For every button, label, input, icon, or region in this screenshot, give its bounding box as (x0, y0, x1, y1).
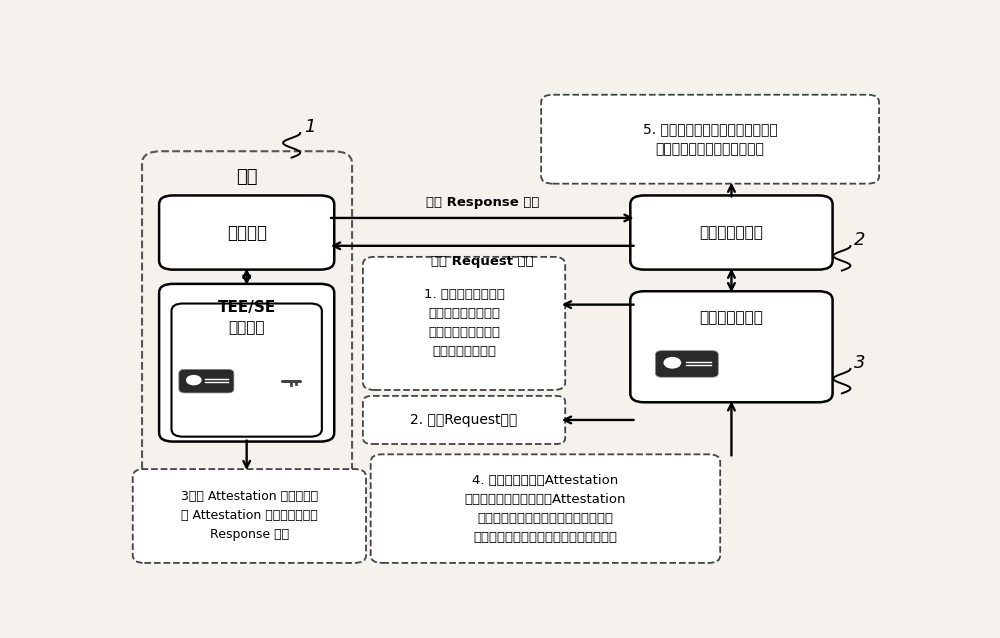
FancyBboxPatch shape (179, 369, 234, 393)
FancyBboxPatch shape (172, 304, 322, 436)
FancyBboxPatch shape (159, 284, 334, 441)
Text: TEE/SE: TEE/SE (218, 300, 276, 315)
Text: 转发 Response 报文: 转发 Response 报文 (426, 196, 539, 209)
FancyBboxPatch shape (363, 257, 565, 390)
Text: 设备验证服务器: 设备验证服务器 (700, 310, 763, 325)
Text: 1: 1 (304, 118, 316, 136)
Text: 转发 Request 报文: 转发 Request 报文 (431, 255, 534, 268)
FancyBboxPatch shape (541, 94, 879, 184)
Text: 移动应用: 移动应用 (227, 223, 267, 242)
Text: 设备: 设备 (236, 168, 258, 186)
Text: 移动应用服务器: 移动应用服务器 (700, 225, 763, 240)
Circle shape (664, 357, 681, 368)
FancyBboxPatch shape (363, 396, 565, 444)
Text: 可信应用: 可信应用 (228, 320, 265, 336)
FancyBboxPatch shape (655, 351, 718, 377)
Text: 3、将 Attestation 证书封装并
用 Attestation 私钥签名，生成
Response 报文: 3、将 Attestation 证书封装并 用 Attestation 私钥签名… (181, 491, 318, 542)
FancyBboxPatch shape (630, 291, 833, 403)
Text: 4. 使用根证书验证Attestation
证书的合法性，继而使用Attestation
证书验证签名的合法性，并其他验证，
将整体的验证结果发送给移动应用服务: 4. 使用根证书验证Attestation 证书的合法性，继而使用Attesta… (465, 473, 626, 544)
Text: 2. 生成Request报文: 2. 生成Request报文 (410, 413, 518, 427)
Text: 3: 3 (854, 354, 866, 372)
FancyBboxPatch shape (371, 454, 720, 563)
FancyBboxPatch shape (142, 151, 352, 496)
Circle shape (187, 376, 201, 385)
FancyBboxPatch shape (159, 195, 334, 270)
Text: 2: 2 (854, 231, 866, 249)
FancyBboxPatch shape (133, 469, 366, 563)
FancyBboxPatch shape (630, 195, 833, 270)
Text: 1. 移动应用发起验证
设备合法性的过程，
通知设备验证服务器
发起设备验证流程: 1. 移动应用发起验证 设备合法性的过程， 通知设备验证服务器 发起设备验证流程 (424, 288, 505, 359)
Text: 5. 移动应用服务器获知验证结果，
并根据结果进行后续逻辑操作: 5. 移动应用服务器获知验证结果， 并根据结果进行后续逻辑操作 (643, 122, 778, 156)
